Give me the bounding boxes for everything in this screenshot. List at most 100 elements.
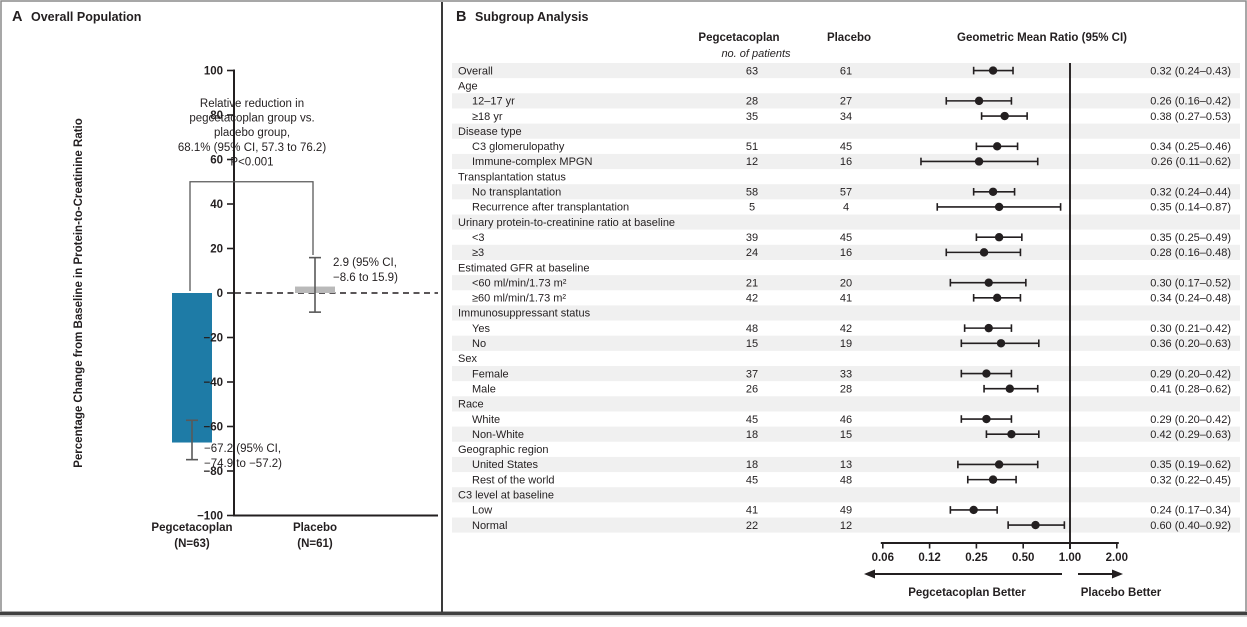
ratio-ci-text: 0.35 (0.25–0.49) (1150, 232, 1231, 244)
n-placebo: 57 (840, 187, 852, 199)
row-band (452, 396, 1240, 412)
subgroup-row-label: United States (472, 459, 539, 471)
n-placebo: 19 (840, 338, 852, 350)
estimate-point (994, 460, 1004, 469)
bottom-rule-light (0, 615, 1247, 617)
n-placebo: 20 (840, 277, 852, 289)
subgroup-row-label: ≥18 yr (472, 111, 503, 123)
n-pegcetacoplan: 28 (746, 96, 758, 108)
n-pegcetacoplan: 22 (746, 520, 758, 532)
row-band (452, 487, 1240, 503)
n-pegcetacoplan: 5 (749, 202, 755, 214)
n-placebo: 15 (840, 429, 852, 441)
subgroup-row-label: Overall (458, 65, 493, 77)
ratio-ci-text: 0.30 (0.17–0.52) (1150, 277, 1231, 289)
n-pegcetacoplan: 45 (746, 474, 758, 486)
subgroup-row-label: White (472, 414, 500, 426)
n-placebo: 12 (840, 520, 852, 532)
row-band (452, 214, 1240, 230)
subgroup-header-label: Immunosuppressant status (458, 308, 591, 320)
n-pegcetacoplan: 42 (746, 293, 758, 305)
ratio-ci-text: 0.35 (0.19–0.62) (1150, 459, 1231, 471)
estimate-point (974, 157, 984, 166)
panel-a-bar-chart: Pegcetacoplan (N=63) Placebo (N=61) 100 80 60 4… (151, 66, 438, 550)
panel-b-forest-plot: Overall 63 61 0.32 (0.24–0.43) Age 12–17 yr 28… (452, 63, 1240, 599)
n-pegcetacoplan: 15 (746, 338, 758, 350)
subgroup-header-label: C3 level at baseline (458, 490, 554, 502)
bottom-rule-dark (0, 612, 1247, 616)
subgroup-row-label: Immune-complex MPGN (472, 156, 592, 168)
n-pegcetacoplan: 26 (746, 383, 758, 395)
n-placebo: 41 (840, 293, 852, 305)
subgroup-header-label: Age (458, 80, 478, 92)
bar-n-label: (N=63) (174, 538, 210, 550)
n-placebo: 49 (840, 505, 852, 517)
subgroup-header-label: Disease type (458, 126, 522, 138)
row-band (452, 275, 1240, 291)
row-band (452, 305, 1240, 321)
comparison-bracket (189, 181, 314, 291)
estimate-point (992, 142, 1002, 151)
subgroup-header-label: Transplantation status (458, 171, 566, 183)
left-arrow-head (864, 569, 875, 579)
y-tick-label: 40 (210, 199, 223, 211)
subgroup-row-label: Non-White (472, 429, 524, 441)
subgroup-row-label: No transplantation (472, 187, 561, 199)
ratio-axis-tick-label: 0.50 (1012, 552, 1034, 564)
ratio-ci-text: 0.36 (0.20–0.63) (1150, 338, 1231, 350)
n-pegcetacoplan: 18 (746, 429, 758, 441)
ratio-ci-text: 0.34 (0.25–0.46) (1150, 141, 1231, 153)
ratio-ci-text: 0.60 (0.40–0.92) (1150, 520, 1231, 532)
n-placebo: 45 (840, 232, 852, 244)
y-tick-label: 60 (210, 155, 223, 167)
n-pegcetacoplan: 37 (746, 368, 758, 380)
y-tick-label: 100 (204, 66, 223, 78)
panel-a-letter: A (12, 9, 23, 25)
ratio-ci-text: 0.29 (0.20–0.42) (1150, 414, 1231, 426)
subgroup-header-label: Race (458, 399, 484, 411)
ratio-ci-text: 0.26 (0.16–0.42) (1150, 96, 1231, 108)
ratio-ci-text: 0.32 (0.24–0.43) (1150, 65, 1231, 77)
row-band (452, 335, 1240, 351)
panel-b-letter: B (456, 9, 466, 25)
bar-value-annotation: −8.6 to 15.9) (333, 272, 398, 284)
y-tick-label: −100 (197, 511, 223, 523)
ratio-ci-text: 0.28 (0.16–0.48) (1150, 247, 1231, 259)
y-tick-label: 20 (210, 244, 223, 256)
n-placebo: 13 (840, 459, 852, 471)
estimate-point (988, 66, 998, 75)
right-arrow-head (1112, 569, 1123, 579)
bar-category-label: Placebo (293, 522, 337, 534)
bar-value-annotation: −67.2 (95% CI, (204, 443, 281, 455)
ratio-axis-tick-label: 0.12 (918, 552, 940, 564)
subgroup-header-label: Estimated GFR at baseline (458, 262, 589, 274)
subgroup-row-label: Normal (472, 520, 507, 532)
column-header-geometric-mean-ratio: Geometric Mean Ratio (95% CI) (957, 32, 1127, 44)
row-band (452, 153, 1240, 170)
y-axis-label: Percentage Change from Baseline in Prote… (73, 118, 85, 468)
estimate-point (1000, 111, 1009, 121)
row-band (452, 123, 1240, 139)
row-band (452, 93, 1240, 109)
n-placebo: 4 (843, 202, 849, 214)
row-band (452, 184, 1240, 200)
estimate-point (979, 248, 989, 257)
estimate-point (974, 96, 984, 106)
bar-category-label: Pegcetacoplan (151, 522, 232, 534)
n-placebo: 34 (840, 111, 852, 123)
n-placebo: 61 (840, 65, 852, 77)
ratio-ci-text: 0.41 (0.28–0.62) (1150, 383, 1231, 395)
estimate-point (992, 293, 1002, 303)
n-placebo: 33 (840, 368, 852, 380)
subgroup-row-label: <60 ml/min/1.73 m² (472, 277, 567, 289)
estimate-point (969, 505, 978, 515)
subgroup-row-label: ≥60 ml/min/1.73 m² (472, 293, 566, 305)
n-pegcetacoplan: 35 (746, 111, 758, 123)
estimate-point (988, 187, 998, 196)
subgroup-row-label: Female (472, 368, 509, 380)
comparison-annotation-line: Relative reduction in (200, 98, 304, 110)
ratio-ci-text: 0.29 (0.20–0.42) (1150, 368, 1231, 380)
subgroup-row-label: 12–17 yr (472, 96, 515, 108)
